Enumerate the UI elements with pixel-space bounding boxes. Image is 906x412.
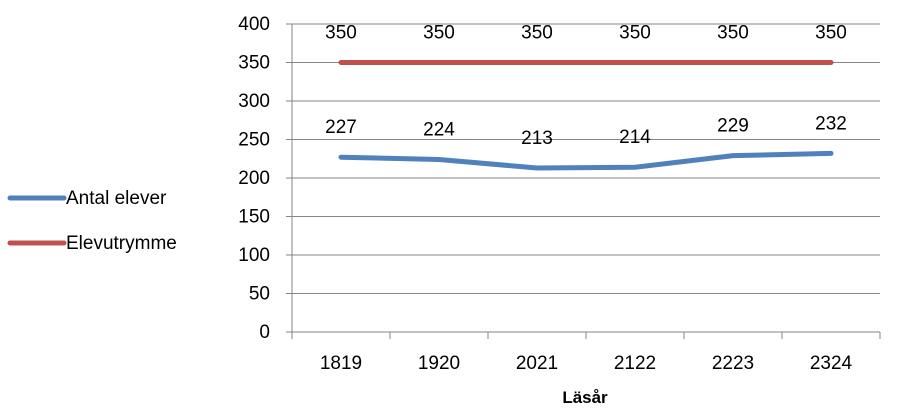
data-labels: 227 224 213 214 229 232 350 350 350 350 350 350 bbox=[325, 23, 847, 149]
x-tick-label-2324: 2324 bbox=[810, 353, 853, 374]
data-label: 227 bbox=[325, 117, 357, 138]
data-label: 214 bbox=[619, 127, 651, 148]
legend-label: Antal elever bbox=[66, 188, 167, 209]
legend: Antal elever Elevutrymme bbox=[7, 188, 177, 254]
data-label: 350 bbox=[619, 23, 651, 44]
y-tick-label-150: 150 bbox=[238, 207, 270, 228]
y-tick-label-350: 350 bbox=[238, 53, 270, 74]
axes bbox=[286, 23, 881, 339]
data-label: 350 bbox=[521, 23, 553, 44]
y-tick-label-400: 400 bbox=[238, 14, 270, 35]
series-line-antal-elever bbox=[338, 150, 834, 171]
data-label: 213 bbox=[521, 128, 553, 149]
y-tick-labels: 0 50 100 150 200 250 300 350 400 bbox=[238, 14, 270, 343]
series-lines bbox=[338, 60, 834, 171]
y-tick-label-300: 300 bbox=[238, 91, 270, 112]
x-tick-label-1920: 1920 bbox=[418, 353, 460, 374]
y-tick-label-200: 200 bbox=[238, 168, 270, 189]
y-tick-label-50: 50 bbox=[249, 284, 270, 305]
x-tick-label-2122: 2122 bbox=[614, 353, 656, 374]
x-tick-label-1819: 1819 bbox=[320, 353, 362, 374]
legend-label: Elevutrymme bbox=[66, 233, 177, 254]
y-tick-label-250: 250 bbox=[238, 130, 270, 151]
data-label: 224 bbox=[423, 120, 455, 141]
x-axis-title: Läsår bbox=[562, 388, 608, 407]
y-tick-label-100: 100 bbox=[238, 245, 270, 266]
data-label: 350 bbox=[325, 23, 357, 44]
data-label: 350 bbox=[717, 23, 749, 44]
data-label: 350 bbox=[423, 23, 455, 44]
data-label: 350 bbox=[815, 23, 847, 44]
y-tick-label-0: 0 bbox=[259, 322, 270, 343]
x-tick-labels: 1819 1920 2021 2122 2223 2324 bbox=[320, 353, 853, 374]
data-label: 232 bbox=[815, 113, 847, 134]
x-tick-label-2223: 2223 bbox=[712, 353, 754, 374]
x-tick-label-2021: 2021 bbox=[516, 353, 558, 374]
data-label: 229 bbox=[717, 116, 749, 137]
